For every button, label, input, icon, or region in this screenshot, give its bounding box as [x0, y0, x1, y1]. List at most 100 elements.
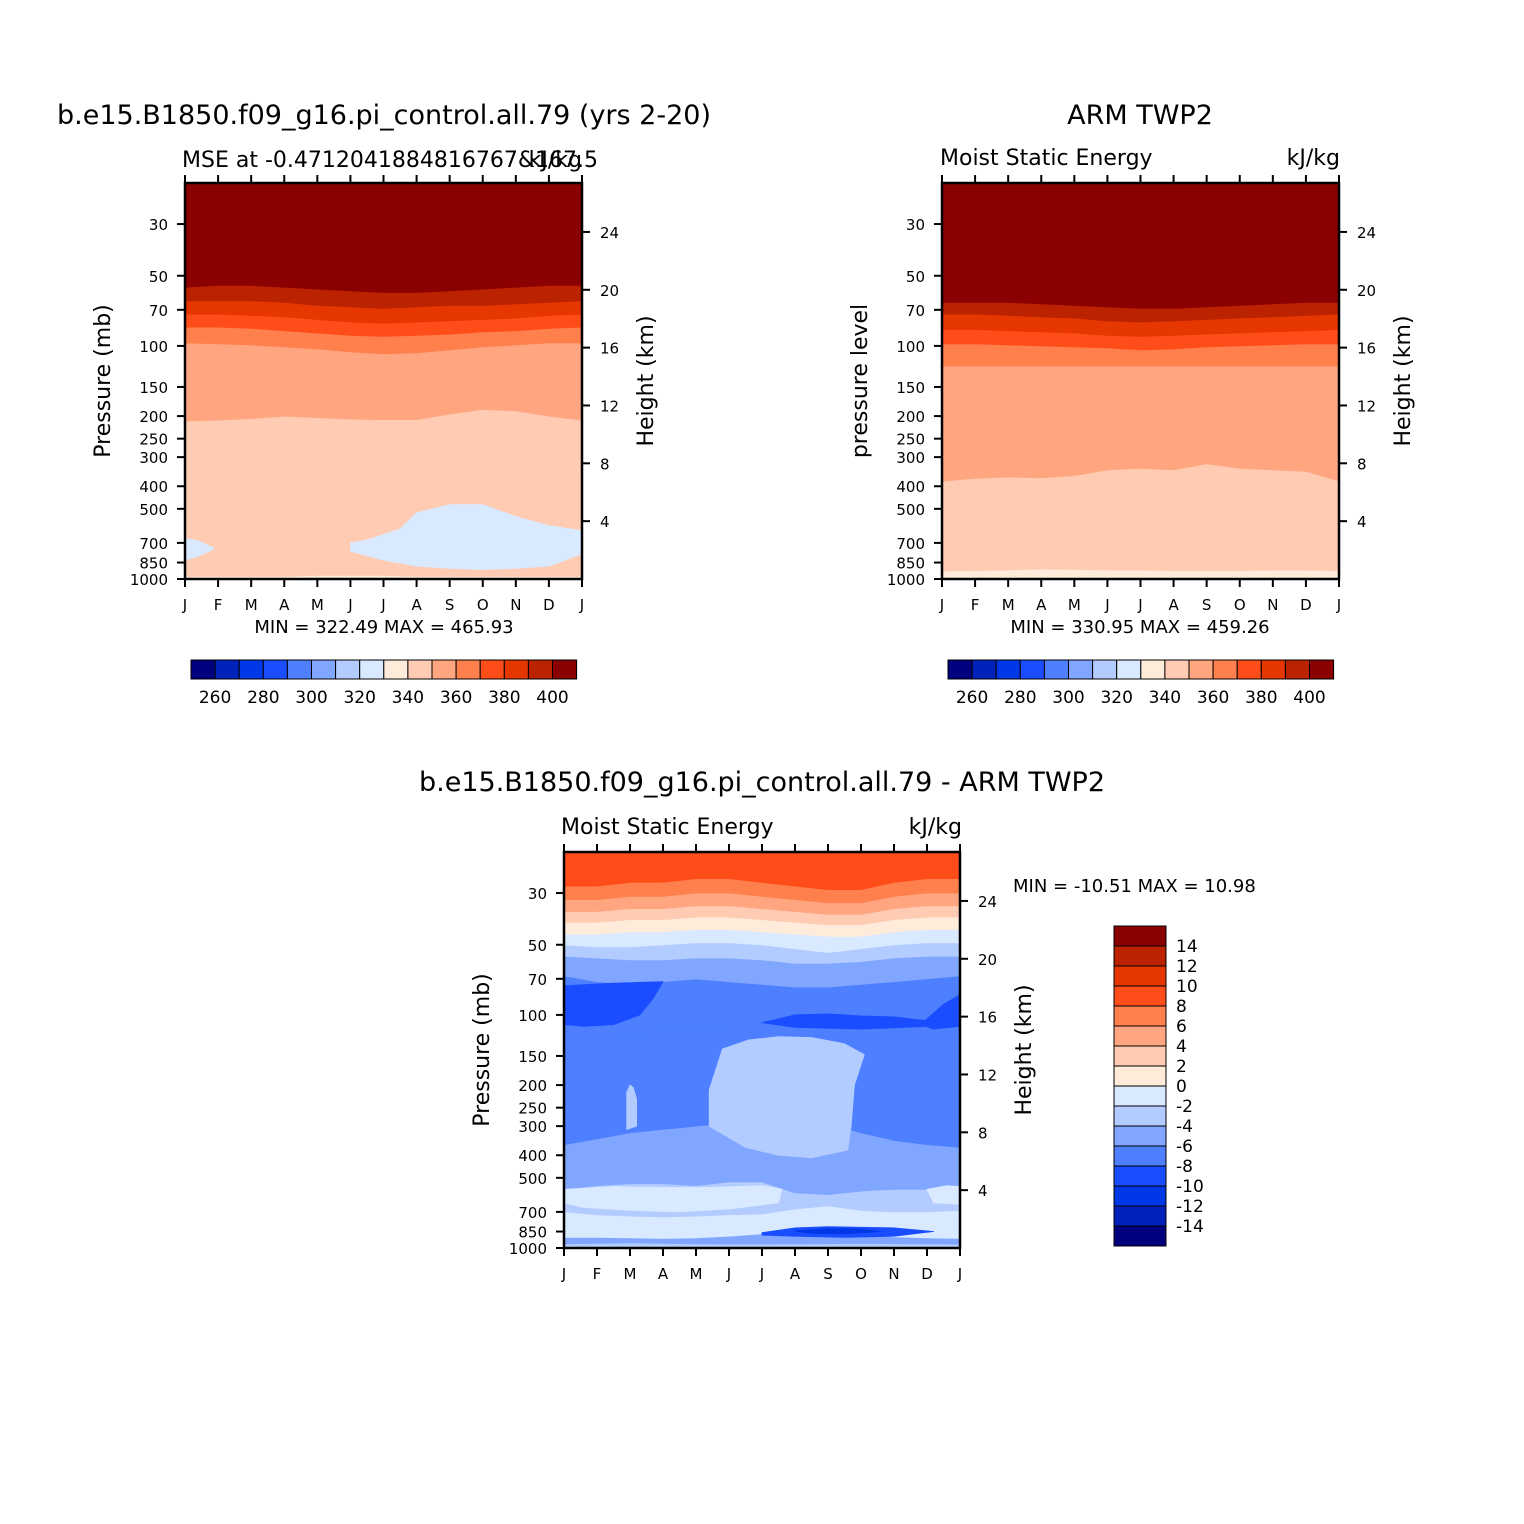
anomaly-near-zero-west	[564, 1185, 783, 1213]
colorbar-swatch	[527, 659, 554, 680]
anomaly-strong-negative-west	[564, 981, 664, 1027]
pressure-tick-label: 1000	[887, 571, 925, 589]
height-tick-label: 8	[978, 1124, 988, 1142]
height-tick-label: 16	[1357, 340, 1376, 358]
colorbar-swatch	[1260, 659, 1286, 680]
pressure-tick-label: 50	[906, 268, 925, 286]
colorbar-label: -2	[1176, 1097, 1193, 1117]
contour-band	[942, 183, 1339, 297]
height-tick-label: 20	[1357, 282, 1376, 300]
height-tick-label: 24	[1357, 224, 1376, 242]
panel-obs-ylabel: pressure level	[848, 304, 873, 458]
pressure-tick-label: 250	[518, 1100, 547, 1118]
month-tick-label: F	[214, 596, 223, 614]
anomaly-strong-negative-east	[920, 994, 960, 1030]
month-tick-label: J	[957, 1265, 962, 1283]
pressure-tick-label: 200	[518, 1077, 547, 1095]
pressure-tick-label: 300	[518, 1118, 547, 1136]
pressure-tick-label: 400	[139, 478, 168, 496]
contour-fill	[942, 183, 1339, 579]
panel-obs-ylabel-right: Height (km)	[1391, 315, 1416, 446]
month-tick-label: J	[579, 596, 584, 614]
anomaly-strongest-negative-lowlevel	[794, 1228, 882, 1235]
colorbar-swatch	[1164, 659, 1190, 680]
colorbar-label: 6	[1176, 1017, 1187, 1037]
colorbar-swatch	[311, 659, 337, 680]
colorbar-swatch	[431, 659, 457, 680]
colorbar-swatch	[1113, 925, 1167, 947]
month-tick-label: J	[380, 596, 385, 614]
colorbar-swatch	[407, 659, 433, 680]
colorbar-swatch	[1113, 1065, 1167, 1087]
pressure-tick-label: 150	[896, 379, 925, 397]
height-tick-label: 12	[600, 397, 619, 415]
pressure-tick-label: 70	[528, 971, 547, 989]
colorbar-swatch	[1092, 659, 1118, 680]
height-tick-label: 24	[978, 893, 997, 911]
height-tick-label: 4	[978, 1182, 988, 1200]
month-tick-label: J	[1104, 596, 1109, 614]
colorbar-swatch	[971, 659, 997, 680]
month-tick-label: F	[971, 596, 980, 614]
month-tick-label: M	[1068, 596, 1081, 614]
colorbar-swatch	[1113, 1085, 1167, 1107]
colorbar-swatch	[1113, 1045, 1167, 1067]
pressure-tick-label: 850	[518, 1224, 547, 1242]
colorbar-label: 340	[1149, 688, 1181, 708]
panel-model-right-subtitle: kJ/kg	[529, 148, 582, 173]
colorbar-label: 380	[488, 688, 520, 708]
panel-obs-title: ARM TWP2	[1067, 100, 1213, 131]
colorbar-swatch	[1236, 659, 1262, 680]
colorbar-swatch	[335, 659, 361, 680]
colorbar-label: 14	[1176, 937, 1198, 957]
panel-model-colorbar: 260 280 300 320 340 360 380 400	[190, 659, 578, 708]
pressure-tick-label: 1000	[509, 1240, 547, 1258]
panel-diff: b.e15.B1850.f09_g16.pi_control.all.79 - …	[419, 767, 1256, 1283]
colorbar-label: 280	[1004, 688, 1036, 708]
month-tick-label: A	[1168, 596, 1179, 614]
colorbar-label: 0	[1176, 1077, 1187, 1097]
contour-band	[564, 852, 960, 890]
panel-obs-right-subtitle: kJ/kg	[1287, 146, 1340, 171]
colorbar-label: 400	[1293, 688, 1325, 708]
colorbar-swatch	[1043, 659, 1070, 680]
colorbar-label: 8	[1176, 997, 1187, 1017]
colorbar-label: -4	[1176, 1117, 1193, 1137]
height-tick-label: 8	[1357, 455, 1367, 473]
height-tick-label: 20	[978, 951, 997, 969]
anomaly-weak-negative-core	[708, 1036, 865, 1159]
month-tick-label: A	[279, 596, 290, 614]
height-tick-label: 8	[600, 455, 610, 473]
pressure-tick-label: 200	[139, 408, 168, 426]
pressure-tick-label: 500	[896, 501, 925, 519]
month-tick-label: S	[1202, 596, 1212, 614]
colorbar-swatch	[1309, 659, 1335, 680]
colorbar-swatch	[1019, 659, 1045, 680]
colorbar-swatch	[503, 659, 529, 680]
month-tick-label: F	[593, 1265, 602, 1283]
contour-band	[942, 365, 1339, 482]
colorbar-label: 360	[1197, 688, 1229, 708]
month-tick-label: D	[543, 596, 555, 614]
colorbar-swatch	[995, 659, 1021, 680]
colorbar-swatch	[1113, 945, 1167, 967]
month-tick-label: J	[759, 1265, 764, 1283]
colorbar-swatch	[947, 659, 973, 680]
month-tick-label: A	[790, 1265, 801, 1283]
colorbar-swatch	[1284, 659, 1311, 680]
colorbar-label: 10	[1176, 977, 1198, 997]
pressure-tick-label: 700	[518, 1204, 547, 1222]
colorbar-swatch	[1113, 1025, 1167, 1047]
pressure-tick-label: 50	[149, 268, 168, 286]
colorbar-swatch	[1140, 659, 1166, 680]
pressure-tick-label: 500	[518, 1170, 547, 1188]
pressure-tick-label: 150	[139, 379, 168, 397]
colorbar-swatch	[1113, 1105, 1167, 1127]
pressure-tick-label: 100	[139, 338, 168, 356]
panel-obs-min-max: MIN = 330.95 MAX = 459.26	[1010, 617, 1269, 638]
panel-obs-colorbar: 260 280 300 320 340 360 380 400	[947, 659, 1335, 708]
month-tick-label: S	[823, 1265, 833, 1283]
